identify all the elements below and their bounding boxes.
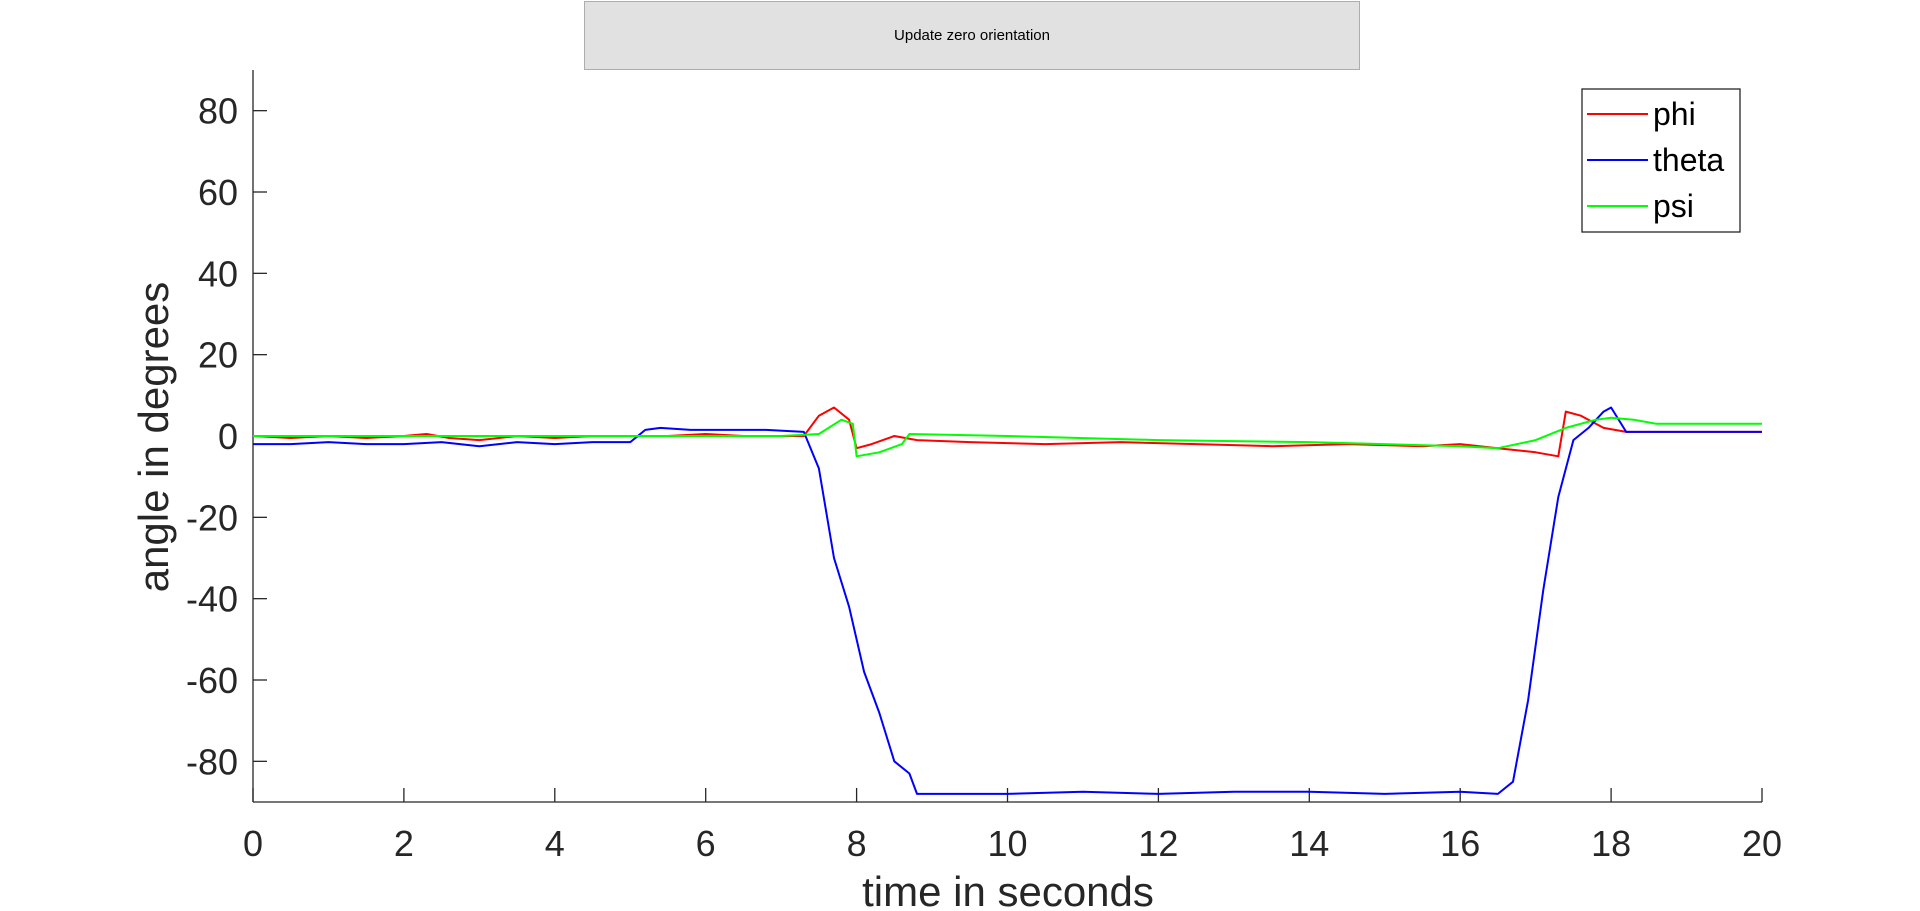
x-tick-label: 16 (1440, 823, 1480, 864)
series-line-phi (252, 406, 1762, 458)
y-tick-label: 0 (218, 416, 238, 457)
x-tick-label: 6 (696, 823, 716, 864)
x-tick-label: 0 (243, 823, 263, 864)
update-zero-orientation-button[interactable]: Update zero orientation (584, 1, 1360, 70)
y-axis-label: angle in degrees (130, 282, 177, 593)
x-tick-label: 2 (394, 823, 414, 864)
y-tick-label: -40 (186, 579, 238, 620)
series-line-theta (253, 406, 1762, 795)
y-tick-label: 80 (198, 91, 238, 132)
x-tick-label: 4 (545, 823, 565, 864)
x-tick-label: 20 (1742, 823, 1782, 864)
legend-label-psi: psi (1653, 188, 1694, 224)
y-tick-label: -60 (186, 660, 238, 701)
y-tick-label: 20 (198, 335, 238, 376)
x-axis-label: time in seconds (862, 868, 1154, 911)
series-layer (252, 406, 1762, 795)
y-tick-label: -80 (186, 741, 238, 782)
legend-label-theta: theta (1653, 142, 1724, 178)
x-tick-label: 10 (987, 823, 1027, 864)
x-tick-label: 12 (1138, 823, 1178, 864)
series-line-psi (253, 416, 1762, 458)
x-tick-label: 8 (847, 823, 867, 864)
legend: phi theta psi (1581, 88, 1741, 233)
legend-label-phi: phi (1653, 96, 1696, 132)
x-tick-label: 18 (1591, 823, 1631, 864)
y-tick-label: 60 (198, 172, 238, 213)
y-tick-label: 40 (198, 253, 238, 294)
y-tick-label: -20 (186, 497, 238, 538)
x-tick-label: 14 (1289, 823, 1329, 864)
axes: 0 2 4 6 8 10 12 14 16 18 20 -80 -60 -40 -20 0 20 40 60 80 (186, 70, 1782, 864)
